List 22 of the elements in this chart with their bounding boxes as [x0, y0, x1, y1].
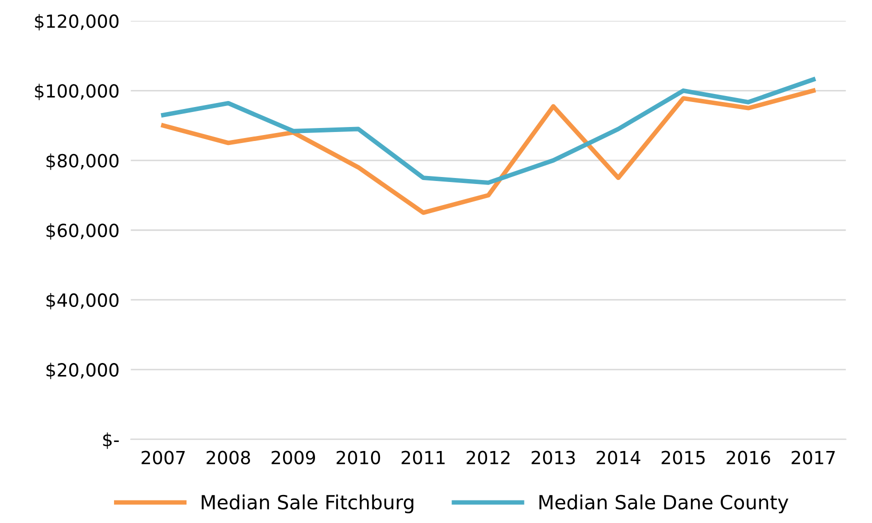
x-tick-label: 2014 [596, 450, 640, 464]
x-tick-label: 2010 [336, 450, 380, 464]
y-tick-label: $40,000 [46, 292, 118, 310]
legend-label: Median Sale Fitchburg [202, 494, 414, 514]
x-tick-label: 2009 [272, 450, 316, 464]
x-tick-label: 2017 [792, 450, 835, 464]
x-tick-label: 2012 [466, 450, 510, 464]
y-tick-label: $60,000 [46, 223, 118, 240]
y-tick-label: $80,000 [46, 154, 118, 170]
x-tick-label: 2016 [726, 450, 770, 464]
x-tick-label: 2011 [402, 450, 445, 464]
y-tick-label: $- [103, 432, 119, 449]
x-tick-label: 2008 [206, 450, 250, 464]
x-tick-label: 2013 [532, 450, 575, 464]
x-tick-label: 2015 [662, 450, 705, 464]
y-tick-label: $20,000 [46, 362, 118, 380]
y-tick-label: $120,000 [35, 14, 118, 30]
line-series [161, 88, 816, 215]
legend-label: Median Sale Dane County [539, 494, 788, 514]
line-series [161, 77, 816, 185]
x-tick-label: 2007 [142, 450, 185, 464]
y-tick-label: $100,000 [35, 84, 118, 100]
